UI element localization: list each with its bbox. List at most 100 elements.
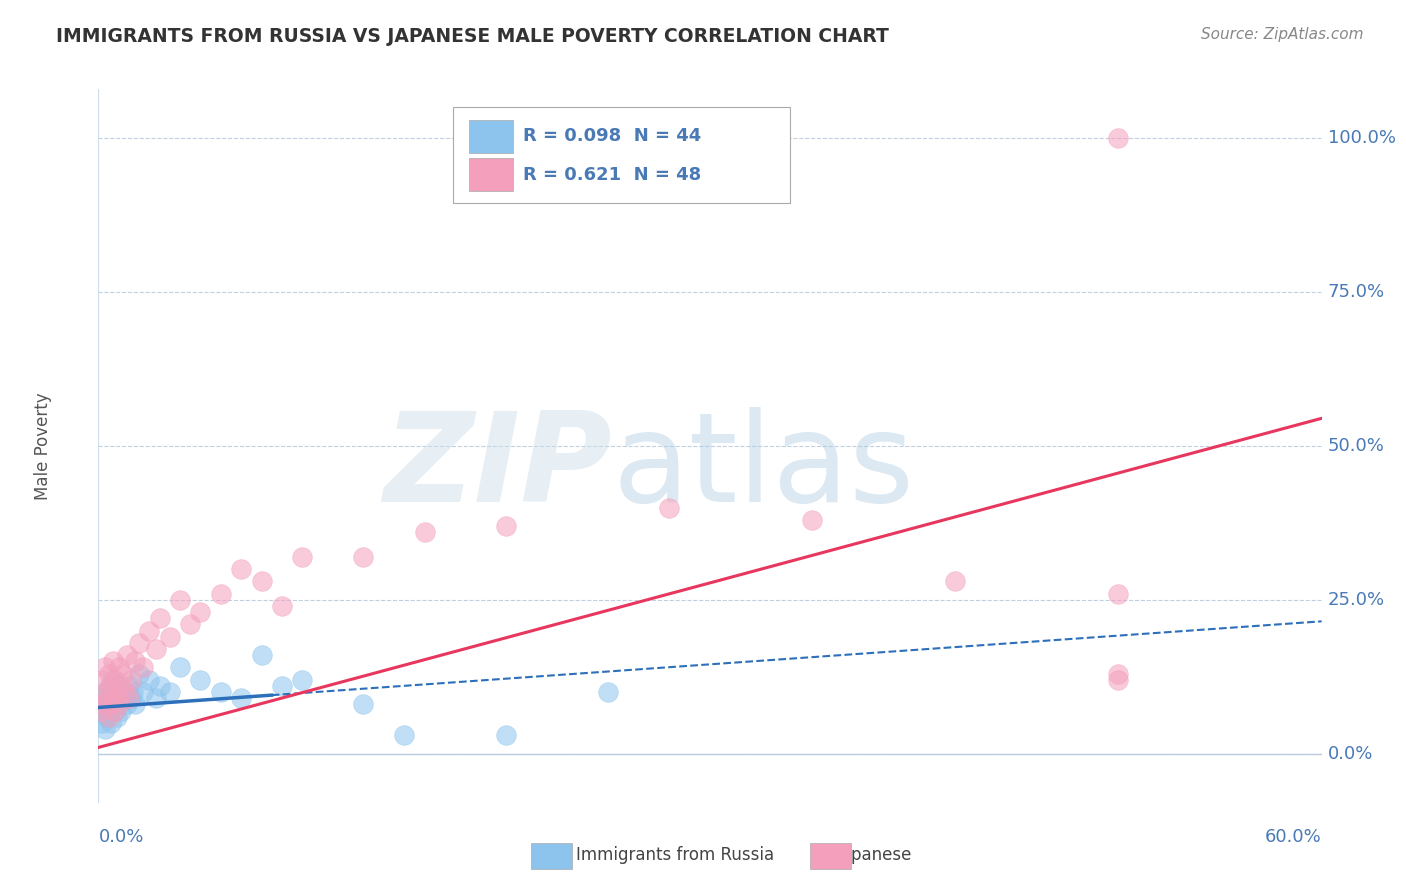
Point bbox=[270, 599, 294, 613]
Point bbox=[108, 660, 131, 674]
Point bbox=[120, 673, 142, 687]
Point bbox=[104, 704, 127, 718]
Point bbox=[110, 679, 132, 693]
Point bbox=[105, 685, 128, 699]
Point bbox=[93, 660, 115, 674]
Point bbox=[93, 698, 115, 712]
Text: 0.0%: 0.0% bbox=[1327, 745, 1374, 763]
Text: atlas: atlas bbox=[612, 407, 914, 528]
Point bbox=[91, 691, 114, 706]
Point bbox=[658, 500, 681, 515]
Text: R = 0.098  N = 44: R = 0.098 N = 44 bbox=[523, 128, 702, 145]
Point bbox=[209, 685, 232, 699]
Point bbox=[111, 691, 134, 706]
Point bbox=[110, 704, 132, 718]
Point bbox=[138, 673, 160, 687]
Point bbox=[96, 691, 118, 706]
Point bbox=[122, 685, 145, 699]
Point bbox=[250, 574, 273, 589]
Point bbox=[91, 704, 114, 718]
Point bbox=[413, 525, 436, 540]
Point bbox=[101, 654, 124, 668]
Point bbox=[250, 648, 273, 662]
Point bbox=[91, 715, 114, 730]
Point bbox=[352, 698, 374, 712]
Point bbox=[209, 587, 232, 601]
Point bbox=[114, 685, 136, 699]
Point bbox=[188, 605, 212, 619]
Text: Japanese: Japanese bbox=[837, 846, 912, 863]
Point bbox=[291, 673, 314, 687]
Point bbox=[100, 698, 122, 712]
Point bbox=[97, 704, 120, 718]
Text: R = 0.621  N = 48: R = 0.621 N = 48 bbox=[523, 166, 702, 184]
Text: Source: ZipAtlas.com: Source: ZipAtlas.com bbox=[1201, 27, 1364, 42]
Point bbox=[169, 592, 191, 607]
Point bbox=[115, 648, 138, 662]
Point bbox=[159, 630, 181, 644]
Point bbox=[145, 691, 167, 706]
Point bbox=[89, 704, 111, 718]
Text: 60.0%: 60.0% bbox=[1265, 828, 1322, 846]
Point bbox=[149, 679, 172, 693]
Point bbox=[96, 709, 118, 723]
Point bbox=[231, 562, 253, 576]
Point bbox=[495, 519, 517, 533]
Point bbox=[111, 666, 134, 681]
Text: 0.0%: 0.0% bbox=[98, 828, 143, 846]
Point bbox=[159, 685, 181, 699]
Point bbox=[1107, 131, 1129, 145]
Point bbox=[132, 660, 155, 674]
Text: ZIP: ZIP bbox=[384, 407, 612, 528]
FancyBboxPatch shape bbox=[453, 107, 790, 203]
Point bbox=[104, 673, 127, 687]
Point bbox=[943, 574, 966, 589]
Point bbox=[115, 698, 138, 712]
Point bbox=[114, 685, 136, 699]
Point bbox=[91, 673, 114, 687]
Point bbox=[188, 673, 212, 687]
Point bbox=[124, 654, 146, 668]
Point bbox=[93, 685, 115, 699]
Point bbox=[231, 691, 253, 706]
Point bbox=[105, 691, 128, 706]
Point bbox=[93, 722, 115, 736]
Point bbox=[138, 624, 160, 638]
Text: Immigrants from Russia: Immigrants from Russia bbox=[576, 846, 775, 863]
Point bbox=[101, 698, 124, 712]
Point bbox=[179, 617, 201, 632]
Point bbox=[169, 660, 191, 674]
Point bbox=[108, 679, 131, 693]
Point bbox=[101, 673, 124, 687]
Point bbox=[132, 685, 155, 699]
Point bbox=[1107, 673, 1129, 687]
Point bbox=[1107, 666, 1129, 681]
Point bbox=[97, 709, 120, 723]
Text: 50.0%: 50.0% bbox=[1327, 437, 1385, 455]
Point bbox=[118, 679, 141, 693]
Point bbox=[101, 691, 124, 706]
Point bbox=[801, 513, 824, 527]
Point bbox=[598, 685, 620, 699]
Point bbox=[89, 698, 111, 712]
Point bbox=[108, 698, 131, 712]
Point bbox=[124, 698, 146, 712]
Text: 75.0%: 75.0% bbox=[1327, 283, 1385, 301]
Point bbox=[97, 666, 120, 681]
Point bbox=[291, 549, 314, 564]
Point bbox=[100, 679, 122, 693]
Point bbox=[120, 691, 142, 706]
Point bbox=[96, 685, 118, 699]
Point bbox=[97, 679, 120, 693]
Text: 100.0%: 100.0% bbox=[1327, 129, 1396, 147]
Point bbox=[100, 691, 122, 706]
Point bbox=[270, 679, 294, 693]
Point bbox=[128, 666, 150, 681]
Point bbox=[118, 691, 141, 706]
Point bbox=[108, 698, 131, 712]
Point bbox=[145, 642, 167, 657]
Point bbox=[149, 611, 172, 625]
Point bbox=[352, 549, 374, 564]
Point bbox=[105, 709, 128, 723]
FancyBboxPatch shape bbox=[470, 120, 513, 153]
